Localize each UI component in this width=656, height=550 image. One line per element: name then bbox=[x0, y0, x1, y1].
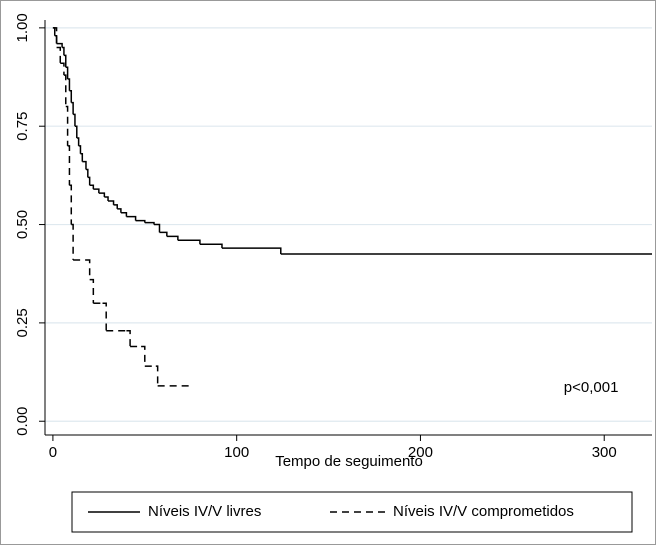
survival-step bbox=[60, 62, 65, 76]
x-tick-label: 0 bbox=[49, 444, 57, 461]
survival-step bbox=[78, 145, 82, 154]
survival-step bbox=[98, 192, 106, 198]
survival-step bbox=[63, 54, 67, 68]
survival-step bbox=[126, 215, 137, 221]
y-tick-label: 0.50 bbox=[14, 210, 31, 239]
annotation: p<0,001 bbox=[564, 379, 619, 396]
survival-step bbox=[56, 46, 62, 64]
survival-step bbox=[113, 204, 118, 209]
survival-step bbox=[85, 259, 91, 280]
x-axis-label: Tempo de seguimento bbox=[275, 453, 423, 470]
survival-step bbox=[56, 42, 63, 48]
survival-step bbox=[74, 125, 78, 139]
survival-step bbox=[93, 188, 100, 194]
legend-label: Níveis IV/V comprometidos bbox=[393, 503, 574, 520]
survival-step bbox=[199, 243, 223, 249]
survival-step bbox=[104, 196, 109, 201]
survival-step bbox=[102, 302, 107, 331]
survival-step bbox=[52, 27, 58, 48]
survival-step bbox=[65, 66, 69, 80]
survival-step bbox=[80, 152, 84, 162]
survival-step bbox=[117, 208, 122, 213]
survival-step bbox=[85, 168, 89, 178]
x-tick-label: 300 bbox=[592, 444, 617, 461]
x-tick-label: 200 bbox=[408, 444, 433, 461]
y-tick-label: 1.00 bbox=[14, 13, 31, 42]
survival-step bbox=[69, 184, 73, 225]
legend bbox=[71, 491, 633, 533]
survival-step bbox=[67, 78, 71, 91]
survival-step bbox=[166, 235, 179, 241]
survival-step bbox=[89, 184, 95, 190]
survival-step bbox=[135, 219, 146, 223]
survival-step bbox=[89, 278, 95, 304]
survival-step bbox=[76, 137, 80, 146]
survival-step bbox=[153, 223, 161, 233]
survival-step bbox=[82, 160, 87, 170]
survival-step bbox=[69, 90, 73, 103]
y-tick-label: 0.25 bbox=[14, 308, 31, 337]
survival-step bbox=[63, 74, 67, 107]
survival-step bbox=[120, 211, 128, 217]
legend-label: Níveis IV/V livres bbox=[148, 503, 261, 520]
survival-step bbox=[155, 365, 159, 386]
survival-step bbox=[62, 46, 65, 56]
survival-step bbox=[221, 247, 282, 255]
survival-step bbox=[159, 231, 168, 237]
survival-step bbox=[87, 176, 91, 186]
survival-step bbox=[108, 200, 115, 205]
survival-step bbox=[177, 239, 201, 245]
survival-step bbox=[67, 145, 71, 186]
survival-step bbox=[141, 345, 146, 367]
y-tick-label: 0.00 bbox=[14, 407, 31, 436]
survival-step bbox=[71, 101, 74, 115]
survival-step bbox=[65, 105, 69, 146]
survival-step bbox=[71, 223, 74, 260]
survival-step bbox=[126, 330, 131, 347]
survival-step bbox=[73, 113, 76, 127]
x-tick-label: 100 bbox=[224, 444, 249, 461]
y-tick-label: 0.75 bbox=[14, 112, 31, 141]
